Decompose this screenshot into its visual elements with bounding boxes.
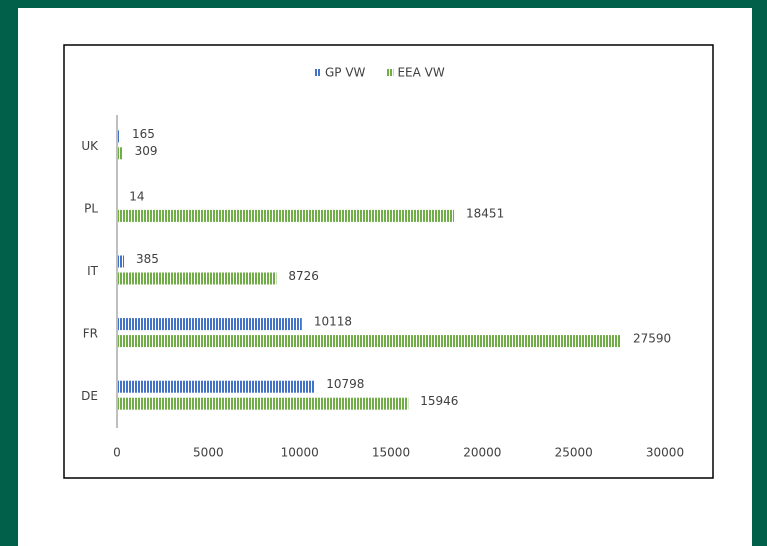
y-tick-label: UK — [81, 139, 99, 153]
x-tick-label: 30000 — [646, 446, 684, 460]
data-label: 309 — [135, 144, 158, 158]
data-label: 10798 — [326, 377, 364, 391]
bar — [117, 397, 409, 410]
bar — [117, 318, 302, 331]
y-tick-label: FR — [83, 327, 98, 341]
data-label: 18451 — [466, 206, 504, 220]
bar — [117, 272, 277, 285]
chart-frame — [63, 44, 714, 479]
data-label: 165 — [132, 127, 155, 141]
data-label: 10118 — [314, 315, 352, 329]
x-tick-label: 5000 — [193, 446, 224, 460]
x-tick-label: 0 — [113, 446, 121, 460]
bar — [117, 380, 315, 393]
bar — [117, 255, 125, 268]
y-tick-label: IT — [87, 264, 99, 278]
legend-swatch — [386, 69, 394, 76]
x-tick-label: 20000 — [463, 446, 501, 460]
bar — [117, 147, 123, 160]
data-label: 14 — [129, 189, 144, 203]
bar — [117, 130, 121, 143]
legend-label: EEA VW — [397, 66, 444, 80]
data-label: 15946 — [420, 394, 458, 408]
bar — [117, 335, 621, 348]
legend-label: GP VW — [325, 66, 366, 80]
x-tick-label: 15000 — [372, 446, 410, 460]
bar — [117, 209, 455, 222]
legend-swatch — [314, 69, 321, 76]
x-tick-label: 25000 — [555, 446, 593, 460]
y-tick-label: DE — [81, 389, 98, 403]
data-label: 27590 — [633, 332, 671, 346]
data-label: 385 — [136, 252, 159, 266]
x-tick-label: 10000 — [281, 446, 319, 460]
y-tick-label: PL — [84, 201, 98, 215]
data-label: 8726 — [288, 269, 319, 283]
